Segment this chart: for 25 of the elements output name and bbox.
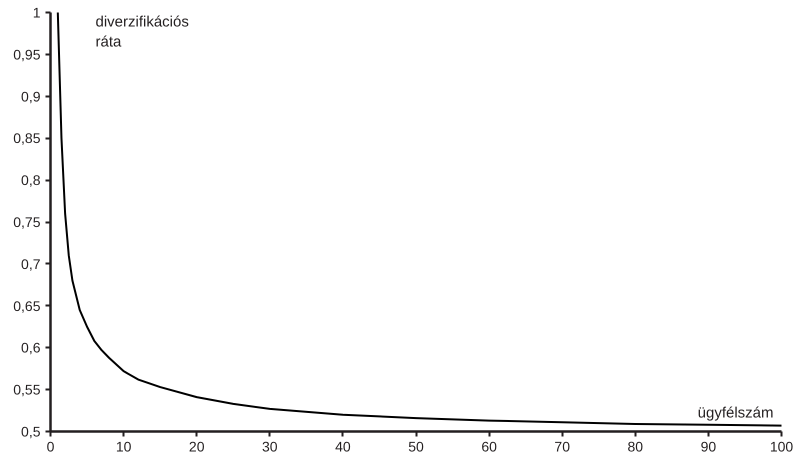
y-tick-label: 0,8 [21,172,41,188]
y-tick-label: 0,6 [21,340,41,356]
y-tick-label: 0,95 [13,46,41,62]
x-tick-label: 80 [628,438,644,454]
line-series [56,12,782,427]
x-tick-label: 100 [770,438,794,454]
x-tick-label: 10 [116,438,132,454]
y-tick-label: 0,5 [21,424,41,440]
y-tick-label: 0,75 [13,214,41,230]
x-axis-title: ügyfélszám [698,404,774,422]
y-tick-label: 0,65 [13,298,41,314]
y-axis-title: diverzifikációs ráta [96,14,189,50]
y-tick-label: 0,55 [13,382,41,398]
x-tick-label: 30 [262,438,278,454]
x-tick-label: 40 [335,438,351,454]
y-tick-label: 0,85 [13,130,41,146]
x-tick-label: 0 [46,438,55,454]
y-tick-label: 0,7 [21,256,41,272]
y-tick-label: 1 [32,4,41,20]
x-tick-label: 70 [554,438,570,454]
y-tick-label: 0,9 [21,88,41,104]
x-tick-label: 90 [700,438,716,454]
x-tick-label: 20 [188,438,205,454]
x-tick-label: 50 [408,438,424,454]
x-tick-label: 60 [481,438,498,454]
